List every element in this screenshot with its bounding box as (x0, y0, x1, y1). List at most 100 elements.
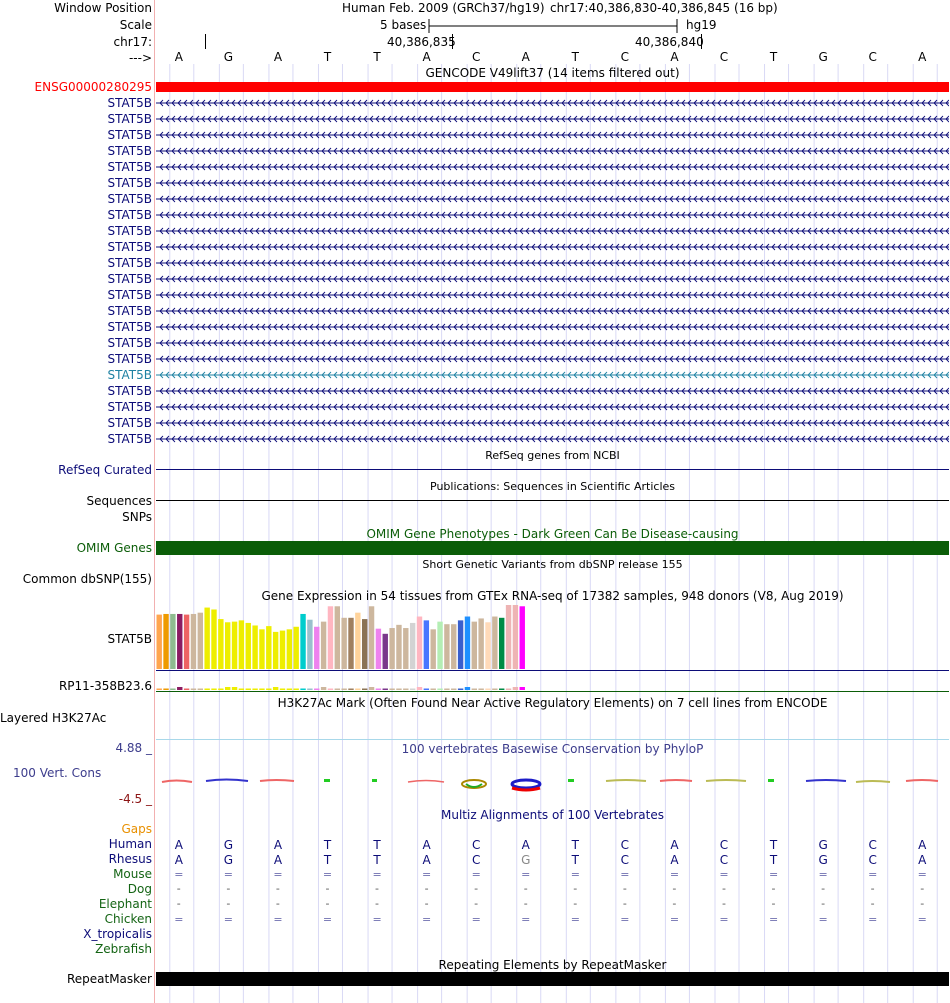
species-label[interactable]: Zebrafish (95, 942, 152, 956)
transcript-feature[interactable] (156, 273, 949, 285)
strand-arrow-label: ---> (128, 51, 152, 65)
transcript-label[interactable]: STAT5B (107, 352, 153, 366)
gtex-tissue-bar (307, 619, 313, 669)
species-label[interactable]: X_tropicalis (83, 927, 152, 941)
alignment-base: - (325, 882, 330, 895)
ensg-feature[interactable] (156, 82, 949, 92)
repeatmasker-title[interactable]: Repeating Elements by RepeatMasker (438, 958, 667, 972)
transcript-feature[interactable] (156, 145, 949, 157)
base-letter: T (373, 50, 381, 64)
transcript-label[interactable]: STAT5B (107, 272, 153, 286)
transcript-feature[interactable] (156, 113, 949, 125)
transcript-feature[interactable] (156, 433, 949, 445)
gencode-title[interactable]: GENCODE V49lift37 (14 items filtered out… (425, 66, 680, 80)
base-letter: C (719, 50, 729, 64)
transcript-feature[interactable] (156, 257, 949, 269)
transcript-label[interactable]: STAT5B (107, 288, 153, 302)
transcript-label[interactable]: STAT5B (107, 240, 153, 254)
base-letter: T (323, 50, 332, 64)
gtex-tissue-bar (238, 620, 245, 669)
transcript-feature[interactable] (156, 225, 949, 237)
refseq-label[interactable]: RefSeq Curated (58, 463, 152, 477)
gaps-label[interactable]: Gaps (121, 822, 152, 836)
gtex-tissue-bar (190, 613, 197, 669)
gtex-tissue-bar (341, 617, 347, 669)
refseq-line[interactable] (156, 469, 949, 470)
species-label[interactable]: Dog (127, 882, 152, 896)
transcript-feature[interactable] (156, 417, 949, 429)
transcript-label[interactable]: STAT5B (107, 112, 153, 126)
omim-feature[interactable] (156, 541, 949, 555)
transcript-label[interactable]: STAT5B (107, 416, 153, 430)
phylop-plot[interactable] (156, 770, 950, 798)
gtex-label[interactable]: STAT5B (107, 632, 153, 646)
transcript-feature[interactable] (156, 97, 949, 109)
transcript-label[interactable]: STAT5B (107, 304, 153, 318)
publications-line[interactable] (156, 500, 949, 501)
species-label[interactable]: Rhesus (108, 852, 152, 866)
h3k27ac-label[interactable]: Layered H3K27Ac (0, 711, 107, 725)
transcript-feature[interactable] (156, 305, 949, 317)
transcript-label[interactable]: STAT5B (107, 128, 153, 142)
refseq-title[interactable]: RefSeq genes from NCBI (485, 449, 620, 462)
phylop-label[interactable]: 100 Vert. Cons (13, 766, 102, 780)
gtex-tissue-bar-2 (464, 687, 471, 690)
multiz-title[interactable]: Multiz Alignments of 100 Vertebrates (440, 808, 665, 822)
dbsnp-title[interactable]: Short Genetic Variants from dbSNP releas… (422, 558, 683, 571)
transcript-label[interactable]: STAT5B (107, 224, 153, 238)
species-label[interactable]: Chicken (104, 912, 152, 926)
alignment-base: - (573, 882, 578, 895)
species-label[interactable]: Mouse (113, 867, 152, 881)
transcript-feature[interactable] (156, 369, 949, 381)
label-divider (154, 0, 155, 1003)
phylop-title[interactable]: 100 vertebrates Basewise Conservation by… (401, 742, 704, 756)
transcript-feature[interactable] (156, 321, 949, 333)
alignment-base: A (918, 838, 927, 852)
transcript-label[interactable]: STAT5B (107, 176, 153, 190)
species-label[interactable]: Elephant (98, 897, 152, 911)
transcript-label[interactable]: STAT5B (107, 384, 153, 398)
alignment-base: = (422, 868, 432, 881)
transcript-label[interactable]: STAT5B (107, 256, 153, 270)
transcript-label[interactable]: STAT5B (107, 400, 153, 414)
alignment-base: - (176, 882, 181, 895)
omim-title[interactable]: OMIM Gene Phenotypes - Dark Green Can Be… (366, 527, 739, 541)
transcript-label[interactable]: STAT5B (107, 320, 153, 334)
transcript-feature[interactable] (156, 129, 949, 141)
publications-label[interactable]: Sequences (86, 494, 152, 508)
gtex-label-2[interactable]: RP11-358B23.6 (58, 679, 152, 693)
transcript-feature[interactable] (156, 337, 949, 349)
alignment-base: = (868, 868, 878, 881)
transcript-label[interactable]: STAT5B (107, 192, 153, 206)
transcript-label[interactable]: STAT5B (107, 96, 153, 110)
gtex-chart[interactable] (156, 603, 950, 693)
transcript-feature[interactable] (156, 401, 949, 413)
transcript-feature[interactable] (156, 193, 949, 205)
transcript-feature[interactable] (156, 241, 949, 253)
repeatmasker-label[interactable]: RepeatMasker (66, 972, 152, 986)
dbsnp-label[interactable]: Common dbSNP(155) (22, 572, 152, 586)
transcript-feature[interactable] (156, 353, 949, 365)
transcript-label[interactable]: STAT5B (107, 208, 153, 222)
ensg-label[interactable]: ENSG00000280295 (34, 80, 152, 94)
repeatmasker-feature[interactable] (156, 972, 949, 986)
transcript-feature[interactable] (156, 161, 949, 173)
species-label[interactable]: Human (108, 837, 152, 851)
snps-label[interactable]: SNPs (122, 510, 152, 524)
transcript-label[interactable]: STAT5B (107, 160, 153, 174)
h3k27ac-title[interactable]: H3K27Ac Mark (Often Found Near Active Re… (277, 696, 828, 710)
omim-label[interactable]: OMIM Genes (76, 541, 152, 555)
transcript-label[interactable]: STAT5B (107, 432, 153, 446)
alignment-base: - (920, 897, 925, 910)
transcript-label[interactable]: STAT5B (107, 144, 153, 158)
publications-title[interactable]: Publications: Sequences in Scientific Ar… (430, 480, 675, 493)
transcript-feature[interactable] (156, 289, 949, 301)
alignment-base: = (521, 868, 531, 881)
gtex-title[interactable]: Gene Expression in 54 tissues from GTEx … (261, 589, 844, 603)
transcript-label[interactable]: STAT5B (107, 336, 153, 350)
transcript-feature[interactable] (156, 209, 949, 221)
transcript-label[interactable]: STAT5B (107, 368, 153, 382)
gtex-tissue-bar-2 (423, 688, 430, 690)
transcript-feature[interactable] (156, 177, 949, 189)
transcript-feature[interactable] (156, 385, 949, 397)
